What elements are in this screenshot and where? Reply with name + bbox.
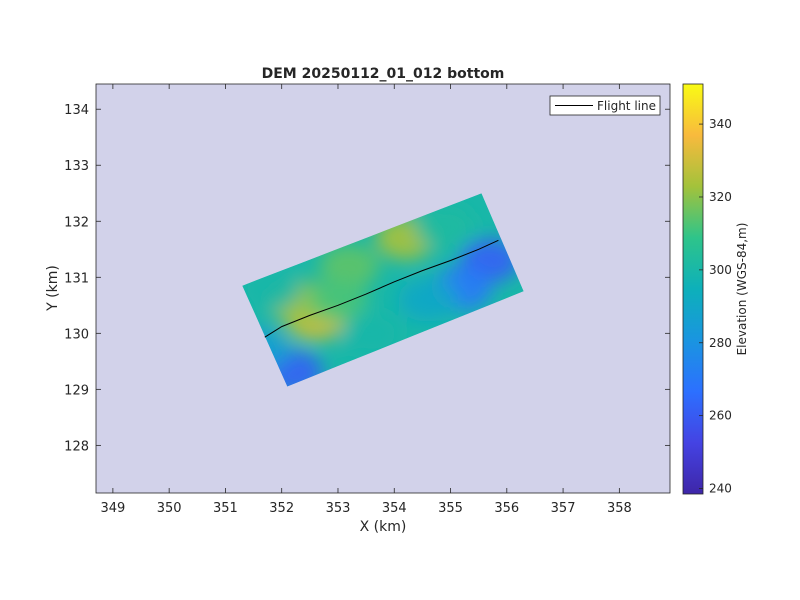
dem-elevation-patch	[398, 277, 458, 322]
colorbar	[682, 83, 704, 495]
legend-entry-flight-line: Flight line	[597, 99, 656, 113]
y-tick-label: 131	[64, 271, 89, 286]
y-tick-label: 128	[64, 439, 89, 454]
y-axis-label: Y (km)	[45, 265, 61, 312]
colorbar-label: Elevation (WGS-84,m)	[735, 223, 749, 356]
colorbar-tick-label: 280	[709, 336, 732, 350]
x-tick-label: 354	[382, 501, 407, 516]
y-tick-label: 130	[64, 327, 89, 342]
colorbar-tick-label: 240	[709, 482, 732, 496]
flight-line	[264, 239, 499, 338]
y-tick-label: 134	[64, 103, 89, 118]
x-tick-label: 355	[438, 501, 463, 516]
x-axis-label: X (km)	[360, 519, 407, 535]
x-tick-label: 353	[326, 501, 351, 516]
colorbar-tick-label: 320	[709, 190, 732, 204]
y-tick-label: 133	[64, 159, 89, 174]
colorbar-ticks: 240 260 280 300 320 340	[699, 117, 732, 496]
x-axis-ticks: 349 350 351 352 353 354 355 356 357 358	[100, 84, 632, 516]
x-tick-label: 352	[269, 501, 294, 516]
colorbar-tick-label: 300	[709, 263, 732, 277]
dem-elevation-patch	[341, 311, 402, 356]
plot-frame	[95, 83, 671, 494]
dem-elevation-patch	[308, 277, 368, 322]
colorbar-tick-label: 340	[709, 117, 732, 131]
x-tick-label: 351	[213, 501, 238, 516]
x-tick-label: 357	[551, 501, 576, 516]
y-axis-ticks: 128 129 130 131 132 133 134	[64, 103, 670, 454]
x-tick-label: 350	[157, 501, 182, 516]
dem-elevation-blobs	[242, 204, 520, 387]
x-tick-label: 349	[100, 501, 125, 516]
y-tick-label: 129	[64, 383, 89, 398]
legend: Flight line	[549, 95, 661, 116]
chart-title: DEM 20250112_01_012 bottom	[262, 66, 505, 82]
legend-box	[549, 95, 661, 116]
dem-elevation-patch	[414, 204, 475, 249]
dem-swath	[242, 193, 524, 387]
x-tick-label: 356	[494, 501, 519, 516]
dem-elevation-patch	[319, 244, 380, 289]
colorbar-tick-label: 260	[709, 409, 732, 423]
y-tick-label: 132	[64, 215, 89, 230]
x-tick-label: 358	[607, 501, 632, 516]
